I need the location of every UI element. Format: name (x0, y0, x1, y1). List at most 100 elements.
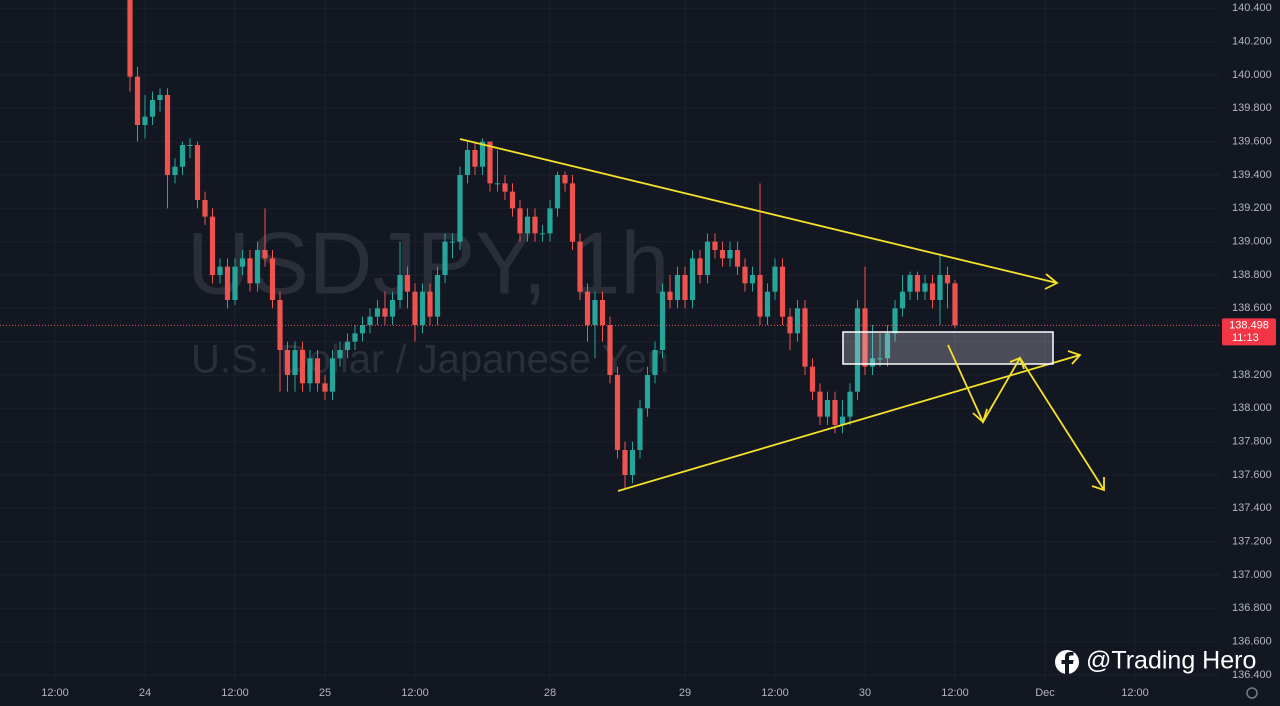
candle-body (554, 175, 561, 209)
projection-path (947, 344, 1105, 491)
x-tick-label: Dec (1035, 687, 1055, 699)
candle-body (142, 116, 148, 125)
x-tick-label: 29 (679, 687, 691, 699)
candle-body (592, 300, 598, 325)
candle-body (217, 266, 223, 275)
candle-body (314, 358, 321, 384)
candle-body (427, 291, 433, 317)
candle-body (892, 308, 898, 334)
candle-body (254, 250, 261, 284)
candle-body (884, 333, 891, 359)
candle-body (232, 266, 238, 300)
x-tick-label: 12:00 (1121, 687, 1149, 699)
candle-body (284, 350, 291, 375)
candle-body (359, 325, 366, 334)
settings-icon[interactable] (1246, 687, 1258, 699)
candle-body (697, 258, 703, 275)
countdown-label: 11:13 (1232, 332, 1259, 344)
y-tick-label: 138.200 (1232, 369, 1272, 381)
trend-line (459, 138, 1058, 284)
candle-body (877, 358, 883, 360)
candle-body (899, 291, 906, 309)
candle-body (599, 300, 606, 325)
candle-body (487, 141, 493, 184)
candle-body (194, 145, 201, 200)
y-tick-label: 139.200 (1232, 202, 1272, 214)
candle-body (914, 275, 921, 292)
x-tick-label: 12:00 (401, 687, 429, 699)
candle-body (224, 266, 231, 300)
x-tick-label: 30 (859, 687, 871, 699)
candle-body (689, 258, 696, 300)
candle-body (562, 175, 568, 184)
candle-body (517, 208, 523, 234)
candle-body (584, 291, 591, 325)
candle-body (667, 291, 673, 300)
candle-body (532, 216, 538, 234)
candle-body (389, 300, 396, 317)
candle-body (862, 308, 868, 367)
candle-body (449, 241, 456, 243)
drawings (459, 138, 1105, 492)
y-tick-label: 138.800 (1232, 269, 1272, 281)
y-tick-label: 139.000 (1232, 236, 1272, 248)
candle-body (824, 400, 831, 417)
candle-body (832, 400, 838, 425)
candle-body (764, 291, 771, 317)
candle-body (382, 308, 388, 317)
candle-body (352, 333, 358, 342)
candle-body (464, 150, 471, 175)
candle-body (322, 383, 328, 392)
candle-body (809, 366, 816, 392)
y-tick-label: 138.000 (1232, 402, 1272, 414)
candle-body (922, 283, 928, 292)
y-tick-label: 137.600 (1232, 469, 1272, 481)
candle-body (907, 275, 913, 292)
candle-body (134, 76, 141, 125)
candle-body (269, 258, 276, 300)
arrow-head (1044, 273, 1059, 290)
y-tick-label: 137.800 (1232, 436, 1272, 448)
x-tick-label: 25 (319, 687, 331, 699)
candle-body (847, 391, 853, 417)
candle-body (502, 183, 508, 192)
candle-body (202, 200, 208, 217)
candle-body (659, 291, 666, 350)
candle-body (149, 100, 156, 117)
candle-body (674, 275, 681, 300)
brand: @Trading Hero (1055, 647, 1256, 675)
candle-body (442, 241, 448, 275)
candle-body (757, 275, 763, 317)
y-tick-label: 137.400 (1232, 502, 1272, 514)
y-tick-label: 137.000 (1232, 569, 1272, 581)
candle-body (712, 241, 718, 250)
candle-body (164, 95, 171, 175)
candle-body (337, 350, 343, 359)
candle-body (179, 145, 186, 167)
x-tick-label: 12:00 (941, 687, 969, 699)
candle-body (524, 216, 531, 234)
candle-body (734, 250, 741, 267)
y-tick-label: 136.600 (1232, 636, 1272, 648)
candle-body (779, 266, 786, 317)
candle-body (637, 408, 643, 450)
candle-body (719, 250, 726, 259)
candle-body (187, 145, 193, 146)
candle-body (854, 308, 861, 392)
arrow-head (1009, 356, 1025, 370)
candle-body (772, 266, 778, 292)
candle-body (209, 216, 216, 275)
candle-body (299, 350, 306, 384)
y-tick-label: 138.600 (1232, 302, 1272, 314)
arrow-head (1067, 350, 1082, 365)
y-tick-label: 140.200 (1232, 36, 1272, 48)
candle-body (397, 275, 403, 300)
candle-body (262, 250, 268, 259)
facebook-glyph (1061, 652, 1074, 675)
candle-body (412, 291, 418, 325)
candle-body (607, 325, 613, 375)
trend-line (617, 354, 1081, 492)
candle-body (374, 308, 381, 317)
